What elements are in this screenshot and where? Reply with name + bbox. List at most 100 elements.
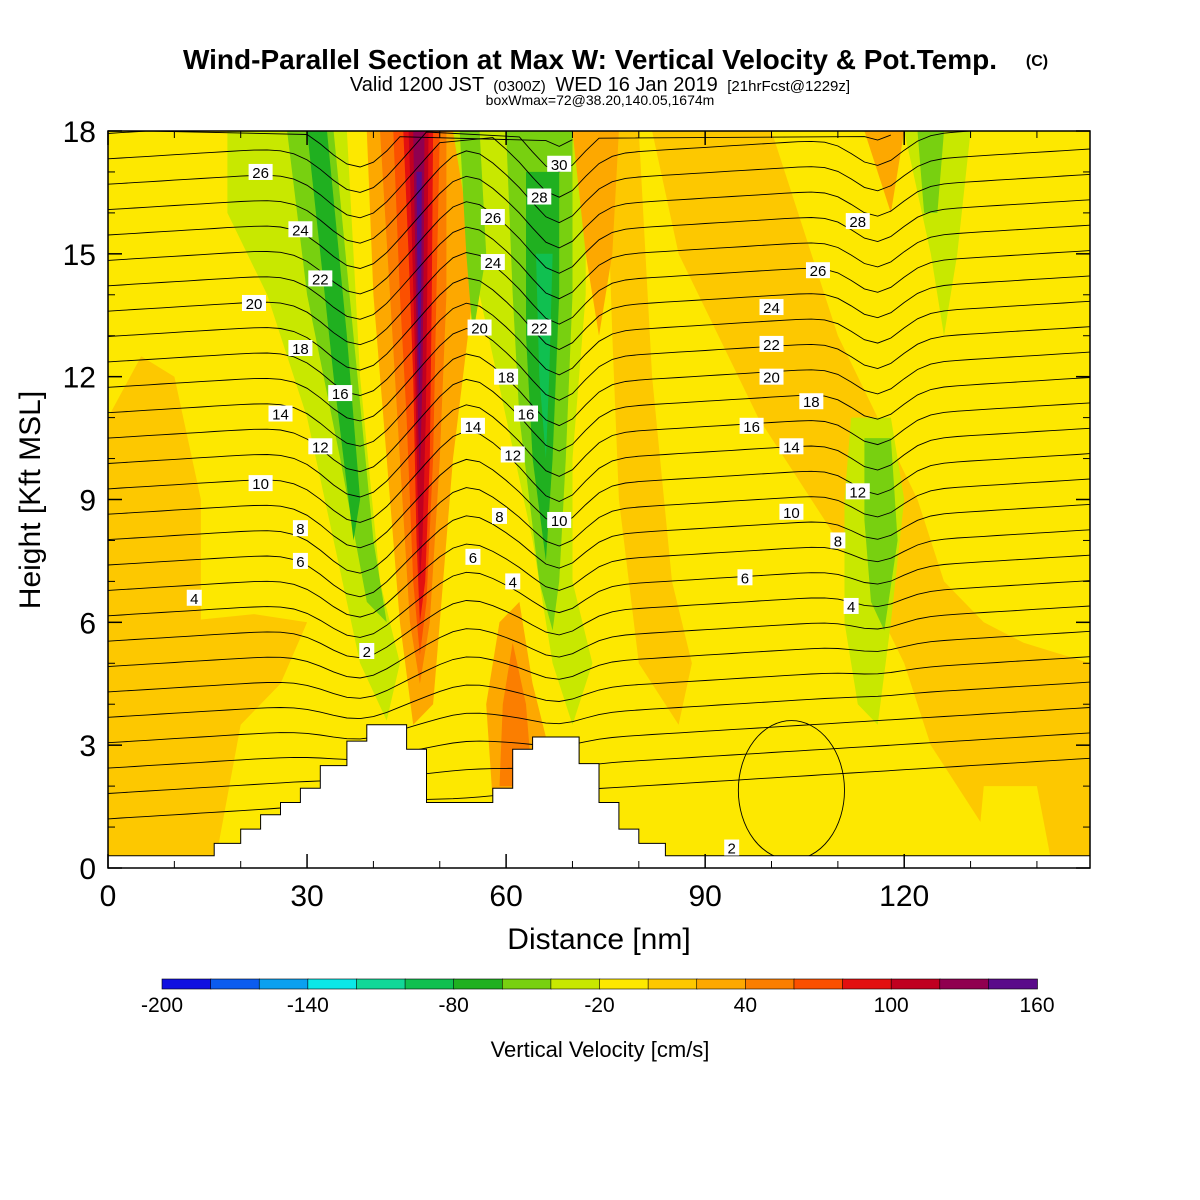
isentrope-label: 26 bbox=[248, 163, 273, 182]
isentrope-label: 8 bbox=[491, 507, 507, 526]
colorbar-tick-label: -140 bbox=[287, 994, 329, 1017]
colorbar-swatch bbox=[550, 978, 601, 990]
isentrope-label: 6 bbox=[737, 569, 753, 587]
isentrope-label-text: 16 bbox=[743, 419, 760, 436]
isentrope-label: 22 bbox=[308, 270, 333, 288]
isentrope-label-box bbox=[292, 520, 308, 537]
isentrope-label-text: 4 bbox=[847, 599, 855, 616]
isentrope-line bbox=[107, 224, 1091, 320]
copyright-mark: (C) bbox=[1026, 53, 1048, 70]
isentrope-label: 24 bbox=[759, 299, 784, 317]
isentrope-label-box bbox=[467, 319, 492, 336]
x-axis-label: Distance [nm] bbox=[507, 923, 690, 956]
isentrope-label-text: 14 bbox=[783, 439, 800, 456]
velocity-band-weak-updraft bbox=[108, 614, 308, 868]
isentrope-label-box bbox=[186, 589, 202, 606]
isentrope-label-text: 30 bbox=[551, 157, 568, 174]
velocity-band-downdraft bbox=[917, 131, 944, 213]
isentrope-label: 18 bbox=[799, 393, 824, 411]
isentrope-label-box bbox=[248, 475, 273, 492]
isentrope-label-text: 4 bbox=[509, 574, 517, 591]
isentrope-label-text: 4 bbox=[190, 591, 198, 608]
isentrope-label: 20 bbox=[241, 294, 266, 313]
isentrope-label: 12 bbox=[500, 446, 525, 464]
isentrope-label-box bbox=[308, 270, 333, 287]
isentrope-label: 12 bbox=[308, 438, 333, 456]
isentrope-label-box bbox=[491, 507, 507, 524]
isentrope-label-box bbox=[465, 548, 481, 565]
isentrope-line bbox=[107, 130, 971, 219]
isentrope-label-box bbox=[779, 438, 804, 455]
colorbar-swatch bbox=[161, 978, 212, 990]
isentrope-label: 16 bbox=[739, 417, 764, 436]
chart-box-info: boxWmax=72@38.20,140.05,1674m bbox=[486, 92, 715, 108]
isentrope-label-box bbox=[845, 213, 870, 230]
colorbar-swatch bbox=[745, 978, 795, 990]
colorbar-tick-label: 100 bbox=[874, 994, 909, 1017]
isentrope-label: 6 bbox=[292, 552, 308, 571]
isentrope-line bbox=[107, 554, 1091, 638]
colorbar: -200 -140 -80 -20 40 100 160 bbox=[141, 978, 1055, 1017]
isentrope-labels: 2624222018161412108642302826242220181614… bbox=[186, 155, 870, 858]
isentrope-label-text: 26 bbox=[484, 210, 501, 227]
colorbar-swatch bbox=[647, 978, 698, 990]
colorbar-swatch bbox=[939, 978, 990, 990]
isentrope-label: 4 bbox=[186, 589, 202, 608]
colorbar-swatch bbox=[890, 978, 941, 990]
isentrope-label-box bbox=[500, 446, 525, 463]
isentrope-line bbox=[107, 580, 1091, 659]
colorbar-swatch bbox=[599, 978, 649, 990]
isentrope-line bbox=[107, 605, 1091, 679]
isentrope-label-text: 8 bbox=[834, 533, 842, 550]
velocity-band-downdraft bbox=[459, 131, 487, 336]
isentrope-label: 10 bbox=[779, 503, 804, 522]
isentrope-line bbox=[107, 173, 1091, 269]
isentrope-line bbox=[107, 529, 1091, 618]
colorbar-swatch bbox=[842, 978, 892, 990]
isentrope-label: 26 bbox=[805, 262, 830, 280]
isentrope-label-text: 24 bbox=[292, 222, 309, 239]
isentrope-label-text: 2 bbox=[728, 841, 736, 858]
colorbar-swatch bbox=[404, 978, 455, 990]
isentrope-label-text: 8 bbox=[296, 521, 304, 538]
isentrope-label-box bbox=[460, 417, 485, 434]
colorbar-swatch bbox=[501, 978, 552, 990]
isentrope-line bbox=[107, 148, 1091, 244]
colorbar-label: Vertical Velocity [cm/s] bbox=[491, 1037, 710, 1062]
colorbar-swatch bbox=[356, 978, 406, 990]
isentrope-line bbox=[107, 377, 1091, 473]
y-tick-label: 9 bbox=[79, 485, 96, 518]
isentrope-label-box bbox=[739, 417, 764, 434]
isentrope-label: 6 bbox=[465, 548, 481, 567]
chart-subtitle: Valid 1200 JST (0300Z) WED 16 Jan 2019 [… bbox=[350, 74, 850, 96]
isentrope-label: 20 bbox=[759, 368, 784, 387]
isentrope-label-text: 2 bbox=[363, 644, 371, 661]
y-tick-label: 15 bbox=[63, 239, 96, 272]
isentrope-line bbox=[107, 250, 1091, 346]
isentrope-label-text: 24 bbox=[763, 300, 780, 317]
colorbar-swatch bbox=[988, 978, 1038, 990]
isentrope-label-text: 28 bbox=[849, 214, 866, 231]
y-tick-label: 18 bbox=[63, 116, 96, 149]
isentrope-label-box bbox=[268, 405, 293, 422]
isentrope-label: 10 bbox=[248, 475, 273, 493]
isentrope-label: 24 bbox=[480, 254, 505, 272]
subtitle-date: WED 16 Jan 2019 bbox=[555, 74, 717, 96]
isentrope-label-text: 24 bbox=[484, 255, 501, 272]
velocity-band-downdraft bbox=[864, 438, 898, 631]
isentrope-label-box bbox=[830, 532, 846, 549]
isentrope-label-text: 6 bbox=[296, 554, 304, 571]
isentrope-label-box bbox=[779, 503, 804, 520]
isentrope-label: 14 bbox=[460, 417, 485, 436]
isentrope-label-box bbox=[292, 552, 308, 569]
velocity-band-downdraft bbox=[307, 131, 361, 541]
isentrope-label-text: 12 bbox=[312, 439, 329, 456]
isentrope-label-box bbox=[248, 163, 273, 180]
isentrope-label-text: 18 bbox=[292, 341, 309, 358]
isentrope-label-text: 12 bbox=[849, 484, 866, 501]
isentrope-label-box bbox=[759, 299, 784, 316]
y-tick-label: 6 bbox=[79, 607, 96, 640]
subtitle-valid: Valid 1200 JST bbox=[350, 74, 484, 96]
x-tick-label: 120 bbox=[879, 880, 929, 913]
colorbar-swatch bbox=[307, 978, 358, 990]
